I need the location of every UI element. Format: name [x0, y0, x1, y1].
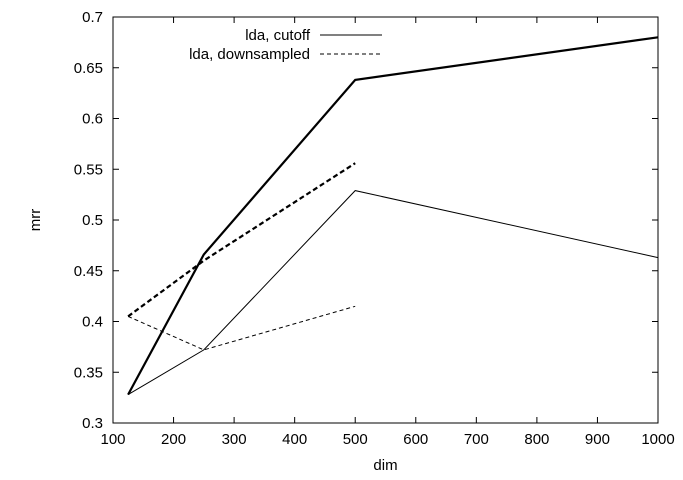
x-tick-label: 300 — [222, 431, 247, 448]
series-line-downsampled-thick — [127, 162, 356, 318]
y-tick-label: 0.55 — [74, 161, 103, 178]
y-tick-label: 0.35 — [74, 364, 103, 381]
y-tick-label: 0.4 — [82, 314, 103, 331]
series-line-cutoff-thick — [127, 36, 659, 396]
series-line-downsampled-thin — [127, 305, 356, 351]
y-tick-label: 0.3 — [82, 415, 103, 432]
legend-label-downsampled: lda, downsampled — [189, 46, 310, 63]
legend-label-cutoff: lda, cutoff — [245, 27, 311, 44]
legend: lda, cutoff lda, downsampled — [189, 27, 382, 63]
series-lines — [127, 36, 659, 396]
x-tick-label: 700 — [464, 431, 489, 448]
x-tick-label: 200 — [161, 431, 186, 448]
y-tick-label: 0.5 — [82, 212, 103, 229]
x-tick-label: 100 — [100, 431, 125, 448]
y-tick-label: 0.6 — [82, 111, 103, 128]
y-tick-label: 0.65 — [74, 60, 103, 77]
x-tick-label: 500 — [343, 431, 368, 448]
tick-labels: 100 200 300 400 500 600 700 800 900 1000 0.3 0.35 0.… — [74, 9, 675, 448]
x-tick-label: 400 — [282, 431, 307, 448]
x-axis-label: dim — [373, 457, 397, 474]
y-axis-label: mrr — [27, 209, 44, 232]
x-tick-label: 900 — [585, 431, 610, 448]
x-tick-label: 800 — [524, 431, 549, 448]
series-line-cutoff-thin — [127, 190, 659, 396]
y-tick-label: 0.45 — [74, 263, 103, 280]
x-tick-label: 600 — [403, 431, 428, 448]
y-tick-label: 0.7 — [82, 9, 103, 26]
plot-frame — [112, 16, 659, 424]
axis-ticks — [112, 16, 659, 424]
x-tick-label: 1000 — [641, 431, 674, 448]
